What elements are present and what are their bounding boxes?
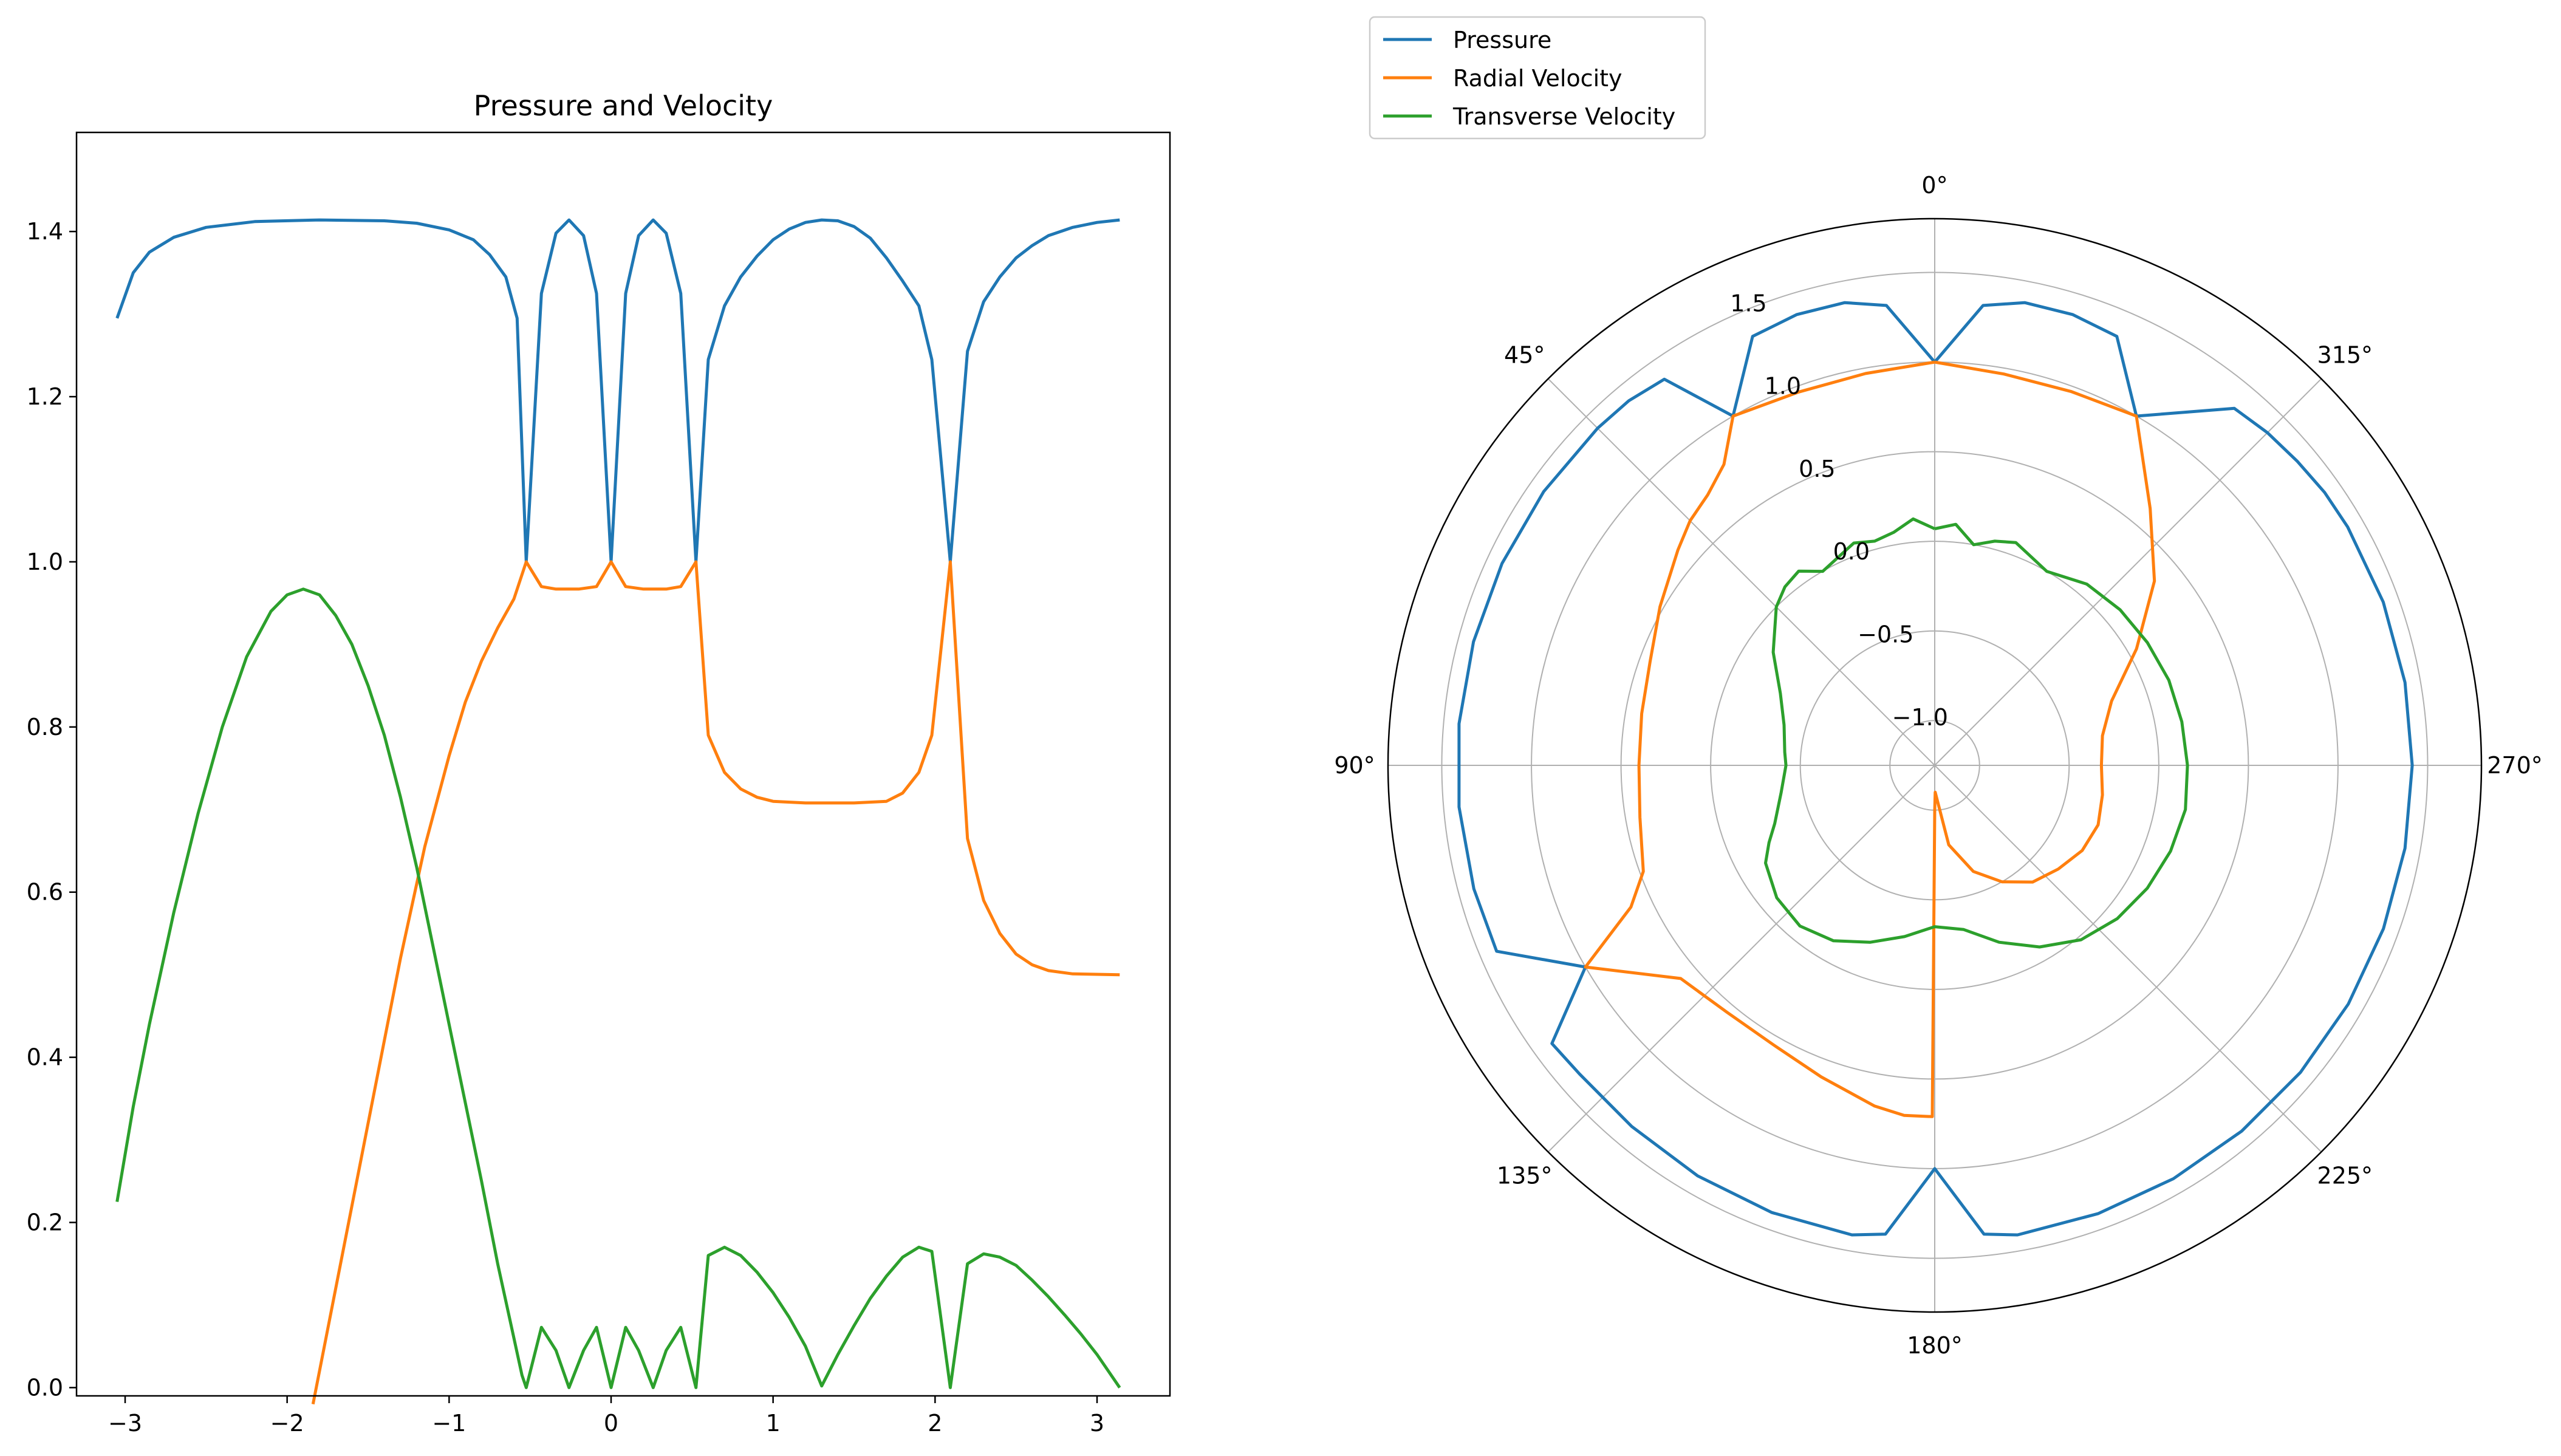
cartesian-plot-title: Pressure and Velocity: [474, 89, 773, 122]
polar-radial-tick-label: −1.0: [1892, 704, 1948, 731]
cartesian-series-group: [115, 218, 1121, 1405]
y-tick-label: 1.0: [27, 549, 63, 575]
polar-series-transverse-velocity: [1764, 517, 2189, 949]
polar-angular-gridline: [1934, 378, 2322, 766]
polar-radial-tick-label: 1.0: [1765, 373, 1801, 400]
cartesian-plot: Pressure and Velocity −3 −2 −1 0 1 2 3 0.00.20…: [27, 89, 1171, 1437]
polar-axes-frame: [1387, 217, 2483, 1313]
x-tick-label: −2: [270, 1410, 304, 1437]
x-tick-label: 3: [1090, 1410, 1104, 1437]
cartesian-series-transverse-velocity: [115, 587, 1121, 1389]
y-tick-label: 1.2: [27, 383, 63, 410]
cartesian-series-pressure: [115, 218, 1120, 564]
y-tick-label: 0.4: [27, 1044, 63, 1071]
x-tick-label: −3: [108, 1410, 142, 1437]
polar-angular-gridline: [1934, 765, 2322, 1153]
y-tick-label: 0.6: [27, 879, 63, 906]
polar-radial-tick-label: −0.5: [1858, 621, 1913, 648]
polar-angle-tick-label: 225°: [2317, 1162, 2373, 1189]
polar-grid: [1388, 219, 2481, 1312]
cartesian-y-axis: 0.0 0.2 0.4 0.6 0.8 1.0 1.2 1.4: [27, 218, 77, 1401]
y-tick-label: 0.2: [27, 1209, 63, 1236]
legend-label-pressure: Pressure: [1453, 27, 1551, 53]
x-tick-label: 2: [928, 1410, 942, 1437]
polar-angle-tick-label: 45°: [1504, 342, 1545, 369]
polar-angular-gridline: [1547, 765, 1935, 1153]
polar-angle-tick-label: 315°: [2317, 342, 2373, 369]
x-tick-label: −1: [432, 1410, 466, 1437]
x-tick-label: 1: [766, 1410, 781, 1437]
x-tick-label: 0: [604, 1410, 618, 1437]
polar-series-group: [1457, 301, 2414, 1237]
legend-label-radial-velocity: Radial Velocity: [1453, 65, 1622, 92]
y-tick-label: 0.8: [27, 714, 63, 740]
polar-series-radial-velocity: [1584, 360, 2156, 1118]
polar-angle-tick-label: 90°: [1334, 752, 1375, 779]
legend-box: [1369, 16, 1706, 140]
polar-plot: −1.0 −0.5 0.0 0.5 1.0 1.5 0° 45° 90° 135° 180° 225…: [1334, 172, 2542, 1359]
legend-label-transverse-velocity: Transverse Velocity: [1452, 103, 1675, 130]
polar-radial-tick-label: 1.5: [1730, 290, 1766, 316]
polar-series-pressure: [1457, 301, 2414, 1237]
cartesian-x-axis: −3 −2 −1 0 1 2 3: [108, 1396, 1104, 1437]
polar-angular-gridline: [1547, 378, 1935, 766]
polar-radial-tick-label: 0.5: [1799, 456, 1835, 482]
polar-angle-tick-label: 270°: [2487, 752, 2543, 779]
polar-radial-tick-label: 0.0: [1833, 538, 1870, 565]
y-tick-label: 0.0: [27, 1374, 63, 1401]
polar-angle-tick-label: 0°: [1921, 172, 1947, 199]
legend: Pressure Radial Velocity Transverse Velo…: [1369, 16, 1706, 140]
polar-radial-tick-labels: −1.0 −0.5 0.0 0.5 1.0 1.5: [1730, 290, 1948, 731]
polar-angle-tick-label: 180°: [1907, 1332, 1963, 1359]
y-tick-label: 1.4: [27, 218, 63, 245]
cartesian-axes-frame: [75, 131, 1171, 1397]
polar-angle-tick-labels: 0° 45° 90° 135° 180° 225° 270° 315°: [1334, 172, 2542, 1359]
cartesian-series-radial-velocity: [311, 560, 1120, 1405]
polar-angle-tick-label: 135°: [1497, 1162, 1553, 1189]
